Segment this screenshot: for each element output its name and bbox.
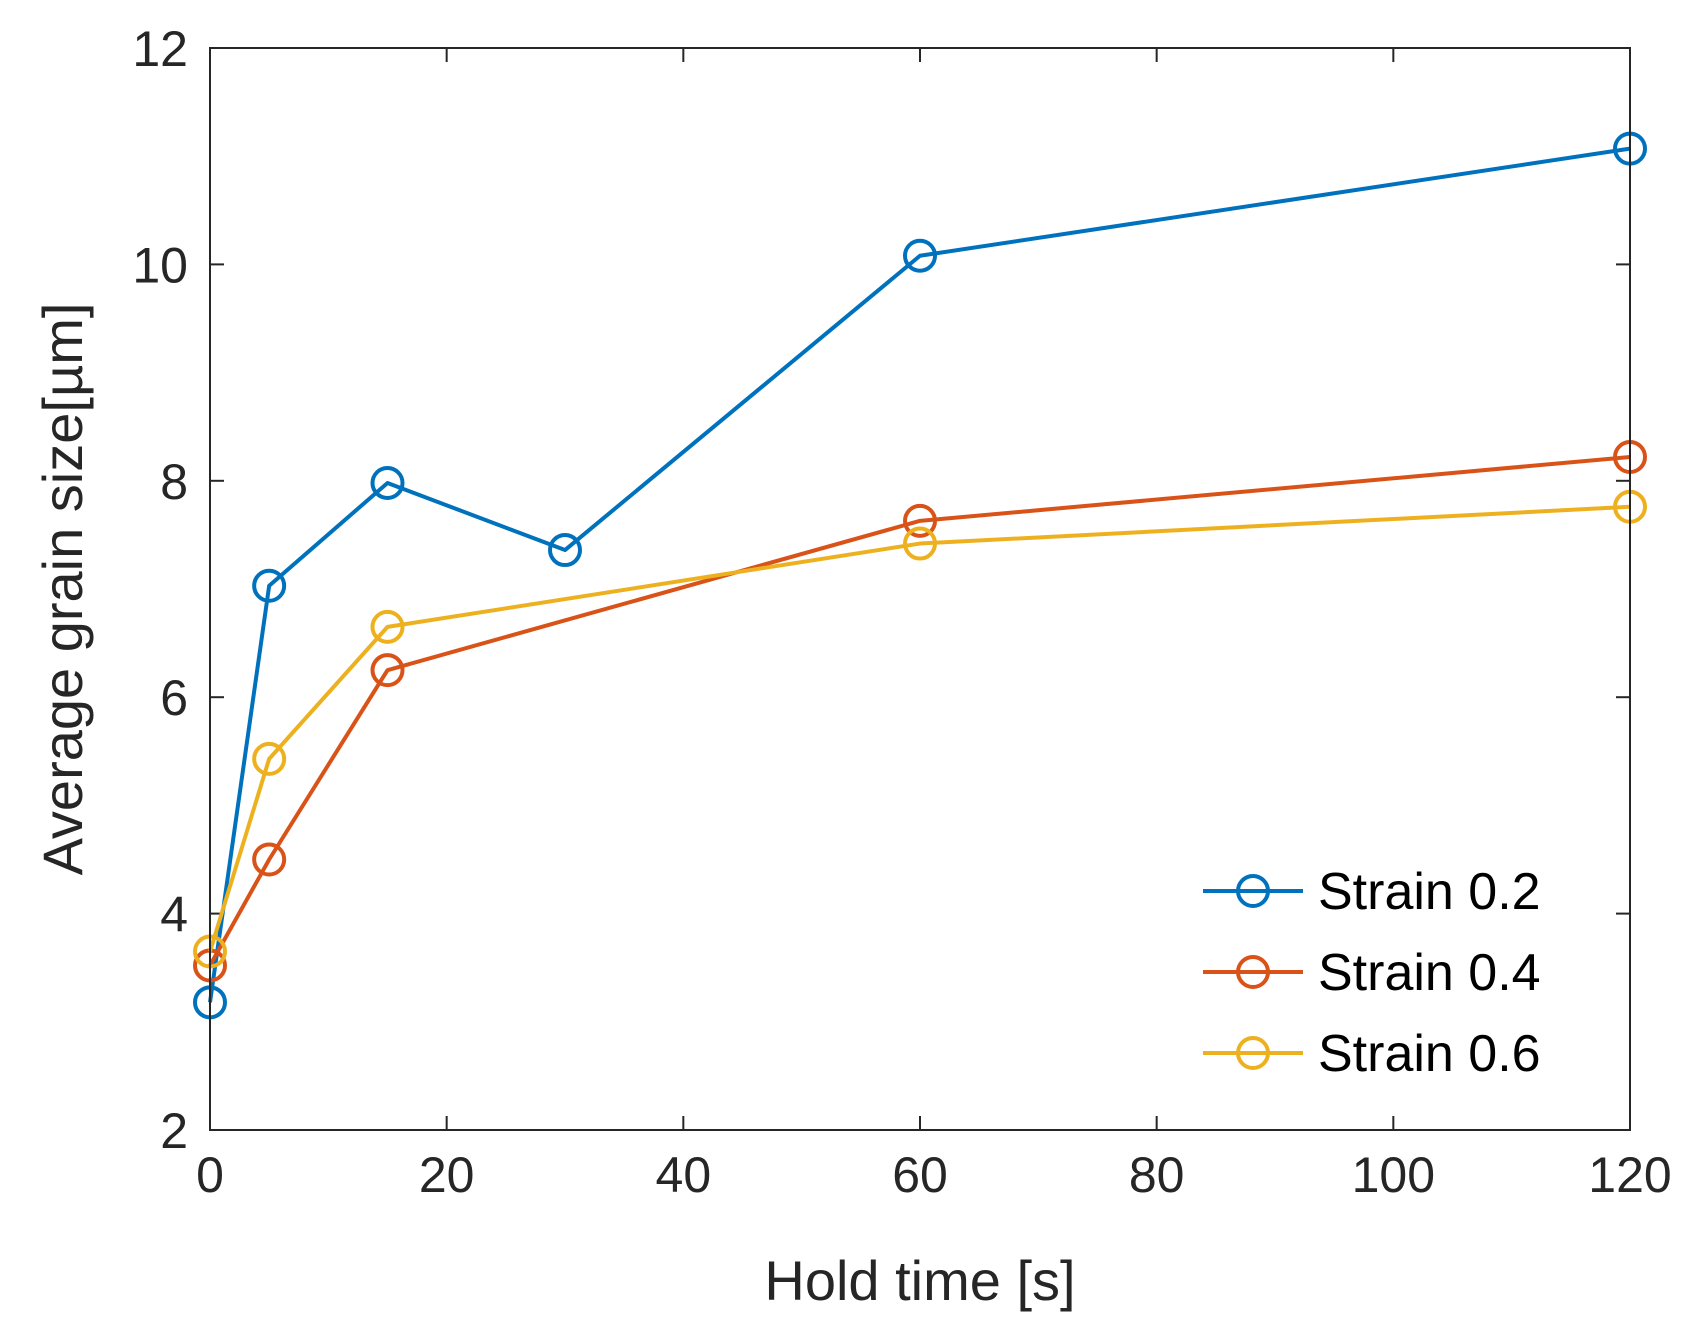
y-tick-label: 8 [160, 454, 188, 510]
legend-label: Strain 0.4 [1318, 944, 1541, 1002]
legend-label: Strain 0.2 [1318, 863, 1541, 921]
legend-marker [1236, 1036, 1270, 1070]
y-tick-label: 2 [160, 1103, 188, 1159]
data-point [903, 526, 937, 561]
data-point [252, 741, 287, 776]
data-point [548, 533, 582, 568]
y-tick-label: 4 [160, 887, 188, 943]
data-point [903, 503, 937, 538]
tick-labels: 0 20 40 60 80 100 120 2 4 6 8 10 12 [132, 21, 1671, 1203]
x-tick-label: 40 [656, 1147, 712, 1203]
legend-marker [1236, 874, 1270, 908]
x-tick-label: 0 [196, 1147, 224, 1203]
y-tick-label: 6 [160, 670, 188, 726]
legend-label: Strain 0.6 [1318, 1025, 1541, 1083]
legend-item: Strain 0.6 [1203, 1025, 1541, 1083]
x-tick-label: 100 [1352, 1147, 1435, 1203]
plot-frame [209, 47, 1631, 1131]
data-point [370, 465, 405, 500]
data-point [252, 842, 287, 877]
series-line [208, 455, 1631, 967]
data-point [903, 238, 937, 273]
data-point [370, 609, 405, 644]
x-tick-label: 20 [419, 1147, 475, 1203]
x-tick-label: 60 [892, 1147, 948, 1203]
data-point [370, 653, 405, 688]
legend-item: Strain 0.2 [1203, 863, 1541, 921]
series-line [208, 504, 1631, 953]
y-tick-label: 12 [132, 21, 188, 77]
data-point [252, 568, 287, 603]
y-tick-label: 10 [132, 237, 188, 293]
x-tick-label: 120 [1588, 1147, 1671, 1203]
legend-marker [1236, 955, 1270, 989]
series-line [208, 146, 1631, 1003]
legend-item: Strain 0.4 [1203, 944, 1541, 1002]
legend: Strain 0.2 Strain 0.4 Strain 0.6 [1188, 852, 1606, 1095]
x-tick-label: 80 [1129, 1147, 1185, 1203]
y-axis-title: Average grain size[µm] [31, 303, 94, 876]
x-axis-title: Hold time [s] [764, 1249, 1075, 1312]
